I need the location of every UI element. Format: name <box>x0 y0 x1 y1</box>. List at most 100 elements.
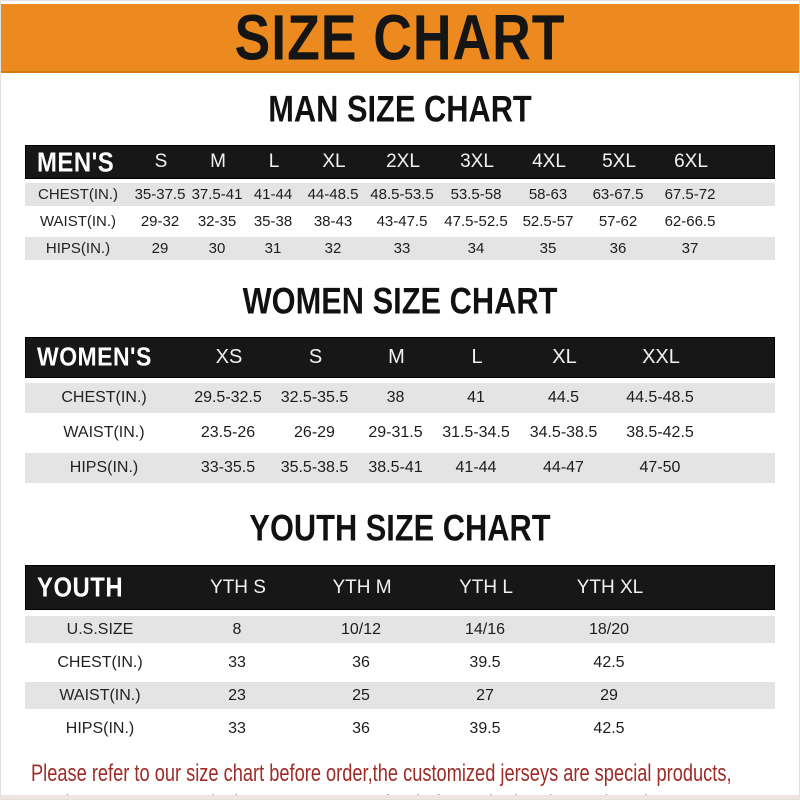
table-header-label: WOMEN'S <box>37 342 152 372</box>
column-header: XL <box>322 151 346 172</box>
table-cell: 25 <box>352 686 370 704</box>
table-cell: 14/16 <box>464 620 506 638</box>
table-row: WAIST(IN.) 23 25 27 29 <box>25 682 775 709</box>
table-cell: 23.5-26 <box>200 424 256 441</box>
row-label: HIPS(IN.) <box>69 459 139 476</box>
row-label: CHEST(IN.) <box>57 653 143 671</box>
table-cell: 31 <box>264 240 282 257</box>
banner: SIZE CHART <box>1 1 799 74</box>
row-label: HIPS(IN.) <box>45 240 111 257</box>
column-header: 5XL <box>602 151 636 172</box>
column-header: XL <box>552 346 577 368</box>
youth-size-table: YOUTH YTH S YTH M YTH L YTH XL U.S.SIZE 8 10/12… <box>25 565 775 742</box>
table-cell: 34.5-38.5 <box>529 424 598 441</box>
table-cell: 67.5-72 <box>664 186 716 203</box>
table-cell: 38.5-41 <box>368 459 423 476</box>
youth-size-heading: YOUTH SIZE CHART <box>249 507 551 550</box>
table-cell: 33 <box>228 653 246 671</box>
row-label: HIPS(IN.) <box>65 719 135 737</box>
column-header: L <box>268 151 280 172</box>
table-cell: 47-50 <box>639 459 681 476</box>
table-row: HIPS(IN.) 33 36 39.5 42.5 <box>25 715 775 742</box>
column-header: YTH M <box>332 576 392 598</box>
column-header: XXL <box>642 346 680 368</box>
table-cell: 29-32 <box>140 213 180 230</box>
table-cell: 32 <box>324 240 342 257</box>
row-label: U.S.SIZE <box>66 620 134 638</box>
table-cell: 32.5-35.5 <box>280 389 349 406</box>
column-header: M <box>210 151 226 172</box>
table-cell: 44-48.5 <box>307 186 359 203</box>
table-header-row: YOUTH YTH S YTH M YTH L YTH XL <box>25 565 775 610</box>
column-header: 4XL <box>532 151 566 172</box>
column-header: S <box>308 346 323 368</box>
table-cell: 41-44 <box>253 186 293 203</box>
table-cell: 26-29 <box>294 424 335 441</box>
page-title: SIZE CHART <box>234 1 566 74</box>
man-size-table: MEN'S S M L XL 2XL 3XL 4XL 5XL 6XL CHEST(IN.) 35-37… <box>25 145 775 260</box>
table-cell: 10/12 <box>340 620 382 638</box>
table-cell: 62-66.5 <box>664 213 716 230</box>
table-cell: 18/20 <box>588 620 630 638</box>
table-cell: 27 <box>476 686 494 704</box>
table-cell: 42.5 <box>593 719 625 737</box>
youth-size-section: YOUTH SIZE CHART YOUTH YTH S YTH M YTH L YTH… <box>1 507 799 742</box>
row-label: CHEST(IN.) <box>38 186 118 203</box>
table-cell: 32-35 <box>197 213 237 230</box>
bottom-edge-strip <box>1 795 799 799</box>
table-row: WAIST(IN.) 23.5-26 26-29 29-31.5 31.5-34.5 34… <box>25 418 775 448</box>
table-cell: 57-62 <box>598 213 638 230</box>
table-row: WAIST(IN.) 29-32 32-35 35-38 38-43 43-47.5 47.… <box>25 210 775 233</box>
table-cell: 33 <box>228 719 246 737</box>
table-cell: 53.5-58 <box>450 186 502 203</box>
table-header-label: YOUTH <box>37 571 124 603</box>
table-cell: 29 <box>151 240 169 257</box>
table-cell: 36 <box>352 719 370 737</box>
table-header-row: WOMEN'S XS S M L XL XXL <box>25 337 775 378</box>
column-header: YTH XL <box>576 576 644 598</box>
women-size-heading: WOMEN SIZE CHART <box>242 280 558 323</box>
column-header: 3XL <box>460 151 494 172</box>
table-cell: 37.5-41 <box>191 186 243 203</box>
row-label: CHEST(IN.) <box>61 389 147 406</box>
table-cell: 35-37.5 <box>134 186 186 203</box>
table-cell: 42.5 <box>593 653 625 671</box>
table-cell: 63-67.5 <box>592 186 644 203</box>
man-size-section: MAN SIZE CHART MEN'S S M L XL 2XL 3XL 4XL 5XL 6XL… <box>1 89 799 260</box>
table-cell: 39.5 <box>469 653 501 671</box>
table-cell: 52.5-57 <box>522 213 574 230</box>
table-row: HIPS(IN.) 29 30 31 32 33 34 35 36 37 <box>25 237 775 260</box>
women-size-section: WOMEN SIZE CHART WOMEN'S XS S M L XL XXL CHEST(… <box>1 280 799 483</box>
table-cell: 39.5 <box>469 719 501 737</box>
table-cell: 41-44 <box>455 459 497 476</box>
table-row: CHEST(IN.) 29.5-32.5 32.5-35.5 38 41 44.5 44.5… <box>25 383 775 413</box>
table-cell: 35-38 <box>253 213 293 230</box>
table-cell: 30 <box>208 240 226 257</box>
table-cell: 33-35.5 <box>200 459 256 476</box>
table-cell: 43-47.5 <box>376 213 428 230</box>
column-header: 2XL <box>386 151 420 172</box>
table-cell: 36 <box>352 653 370 671</box>
table-cell: 8 <box>232 620 242 638</box>
table-cell: 23 <box>228 686 246 704</box>
table-row: HIPS(IN.) 33-35.5 35.5-38.5 38.5-41 41-44 44-… <box>25 453 775 483</box>
table-cell: 47.5-52.5 <box>444 213 508 230</box>
table-cell: 41 <box>467 389 485 406</box>
disclaimer-line-1: Please refer to our size chart before or… <box>31 760 732 787</box>
table-cell: 35 <box>539 240 557 257</box>
table-cell: 29-31.5 <box>368 424 423 441</box>
table-header-label: MEN'S <box>37 145 115 178</box>
table-cell: 44-47 <box>543 459 584 476</box>
column-header: S <box>154 151 168 172</box>
table-cell: 29 <box>600 686 618 704</box>
table-row: CHEST(IN.) 33 36 39.5 42.5 <box>25 649 775 676</box>
table-cell: 38-43 <box>313 213 353 230</box>
column-header: M <box>388 346 405 368</box>
women-size-table: WOMEN'S XS S M L XL XXL CHEST(IN.) 29.5-32.5 32.5… <box>25 337 775 483</box>
column-header: YTH S <box>210 576 266 598</box>
table-cell: 35.5-38.5 <box>280 459 349 476</box>
table-cell: 44.5 <box>547 389 580 406</box>
column-header: L <box>471 346 483 368</box>
table-cell: 38 <box>386 389 405 406</box>
